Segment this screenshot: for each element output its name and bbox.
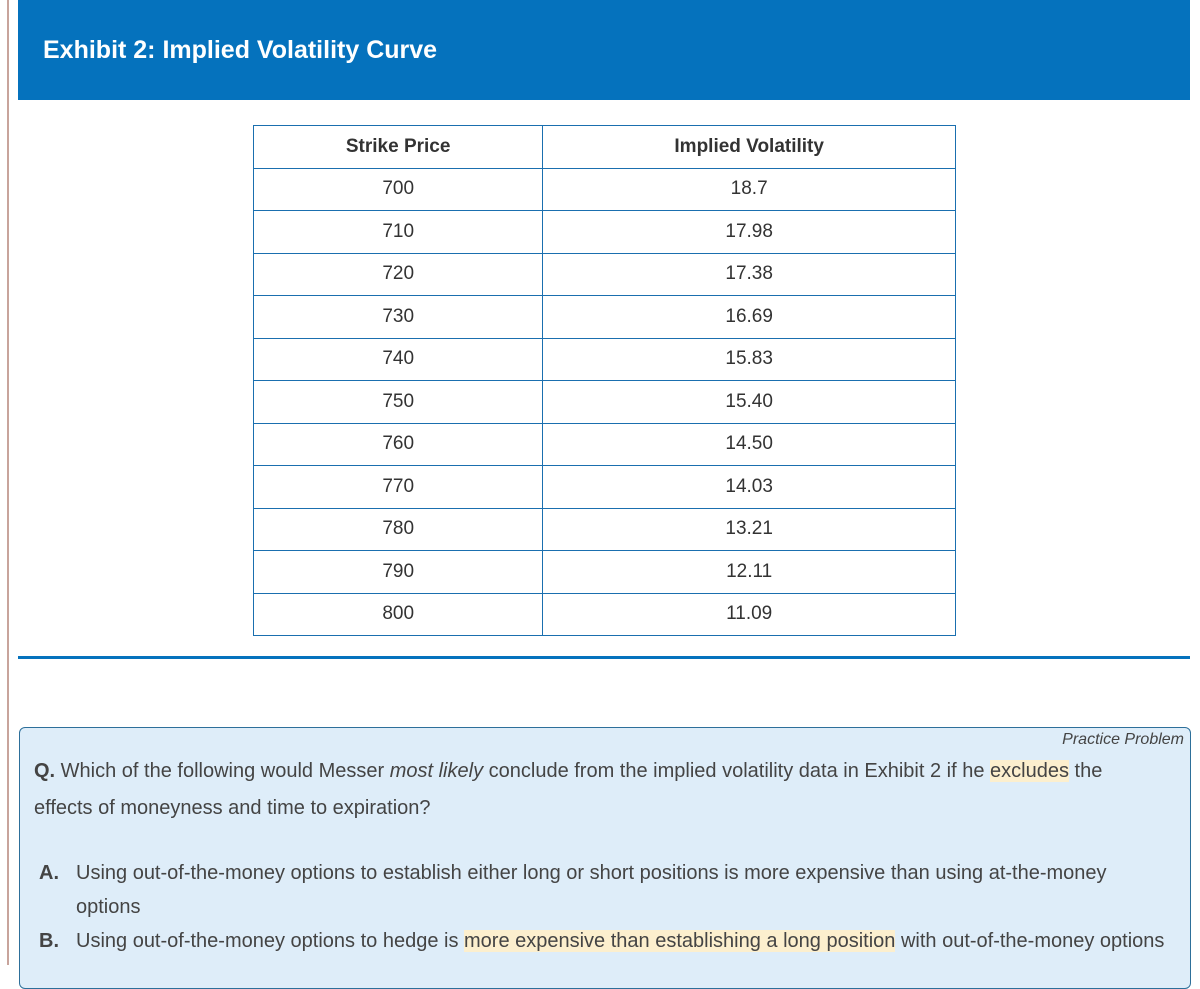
highlighted-text: more expensive than establishing a long … [464,930,896,952]
strike-price-cell: 710 [252,210,544,254]
strike-price-cell: 770 [252,465,544,509]
option-text: Using out-of-the-money options to establ… [76,862,1107,918]
strike-price-cell: 790 [252,550,544,594]
question-part: conclude from the implied volatility dat… [483,760,991,782]
implied-volatility-cell: 18.7 [542,167,956,211]
table-row: 780 13.21 [252,507,956,551]
column-header-iv: Implied Volatility [542,125,956,169]
implied-volatility-cell: 16.69 [542,295,956,339]
table-row: 800 11.09 [252,592,956,636]
answer-options: A. Using out-of-the-money options to esta… [39,856,1169,958]
exhibit-title: Exhibit 2: Implied Volatility Curve [43,36,438,64]
implied-volatility-cell: 12.11 [542,550,956,594]
option-a[interactable]: A. Using out-of-the-money options to esta… [39,856,1169,924]
practice-problem-box: Practice Problem Q. Which of the followi… [19,727,1191,989]
implied-volatility-table: Strike Price Implied Volatility 700 18.7 7… [252,125,956,636]
implied-volatility-cell: 14.03 [542,465,956,509]
option-text: Using out-of-the-money options to hedge … [76,924,1164,958]
strike-price-cell: 750 [252,380,544,424]
option-b[interactable]: B. Using out-of-the-money options to hedg… [39,924,1169,958]
left-border [7,0,9,965]
section-divider [18,656,1190,659]
question-part: the effects of moneyness and time to exp… [34,760,1103,819]
implied-volatility-cell: 15.83 [542,337,956,381]
question-text: Q. Which of the following would Messer m… [34,753,1154,827]
table-row: 710 17.98 [252,210,956,254]
table-row: 750 15.40 [252,380,956,424]
question-part: Which of the following would Messer [55,760,390,782]
table-row: 760 14.50 [252,422,956,466]
table-row: 720 17.38 [252,252,956,296]
implied-volatility-cell: 13.21 [542,507,956,551]
strike-price-cell: 700 [252,167,544,211]
implied-volatility-cell: 14.50 [542,422,956,466]
table-row: 700 18.7 [252,167,956,211]
strike-price-cell: 800 [252,592,544,636]
implied-volatility-cell: 11.09 [542,592,956,636]
question-emphasis: most likely [389,760,484,782]
table-row: 790 12.11 [252,550,956,594]
table-row: 740 15.83 [252,337,956,381]
option-label: B. [39,930,59,952]
table-row: 770 14.03 [252,465,956,509]
table-row: 730 16.69 [252,295,956,339]
implied-volatility-cell: 17.38 [542,252,956,296]
strike-price-cell: 740 [252,337,544,381]
highlighted-text: excludes [990,760,1069,782]
strike-price-cell: 780 [252,507,544,551]
implied-volatility-cell: 17.98 [542,210,956,254]
option-label: A. [39,862,59,884]
strike-price-cell: 720 [252,252,544,296]
practice-problem-tag: Practice Problem [1062,731,1184,748]
implied-volatility-cell: 15.40 [542,380,956,424]
option-text-part: with out-of-the-money options [895,930,1165,952]
exhibit-header: Exhibit 2: Implied Volatility Curve [18,0,1190,100]
question-label: Q. [34,760,56,782]
strike-price-cell: 730 [252,295,544,339]
option-text-part: Using out-of-the-money options to hedge … [76,930,464,952]
column-header-strike: Strike Price [252,125,544,169]
strike-price-cell: 760 [252,422,544,466]
